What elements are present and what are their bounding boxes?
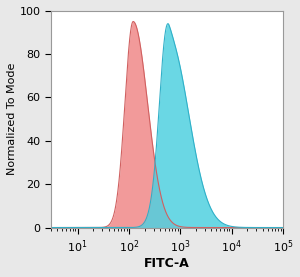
X-axis label: FITC-A: FITC-A [144,257,190,270]
Y-axis label: Normalized To Mode: Normalized To Mode [7,63,17,175]
